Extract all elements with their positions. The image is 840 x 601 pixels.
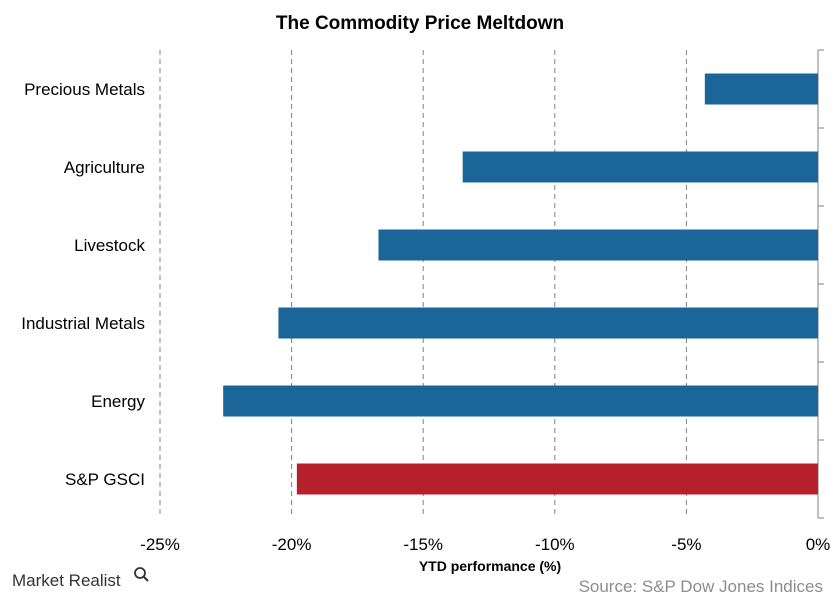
x-axis-label: YTD performance (%) xyxy=(419,558,561,574)
x-tick-label: -25% xyxy=(140,535,180,554)
brand-name: Market Realist xyxy=(12,571,121,590)
bar xyxy=(278,307,818,339)
bar xyxy=(378,229,818,261)
x-tick-label: -10% xyxy=(535,535,575,554)
category-label: Precious Metals xyxy=(24,80,145,99)
x-tick-label: 0% xyxy=(806,535,831,554)
x-tick-label: -5% xyxy=(671,535,701,554)
bar xyxy=(296,463,818,495)
category-label: Agriculture xyxy=(64,158,145,177)
category-labels: Precious Metals Agriculture Livestock Indus… xyxy=(21,80,145,489)
category-label: Energy xyxy=(91,392,145,411)
bars xyxy=(223,73,819,495)
category-label: S&P GSCI xyxy=(65,470,145,489)
brand-logo: Market Realist xyxy=(12,567,149,590)
chart-title: The Commodity Price Meltdown xyxy=(276,13,564,34)
y-axis xyxy=(817,49,824,519)
source-note: Source: S&P Dow Jones Indices xyxy=(579,577,823,596)
bar xyxy=(462,151,818,183)
x-tick-labels: -25% -20% -15% -10% -5% 0% xyxy=(140,535,830,554)
gridlines xyxy=(159,50,687,518)
category-label: Livestock xyxy=(74,236,145,255)
x-tick-label: -15% xyxy=(403,535,443,554)
bar xyxy=(223,385,819,417)
x-tick-label: -20% xyxy=(272,535,312,554)
category-label: Industrial Metals xyxy=(21,314,145,333)
bar xyxy=(704,73,818,105)
magnifier-icon xyxy=(134,567,149,582)
